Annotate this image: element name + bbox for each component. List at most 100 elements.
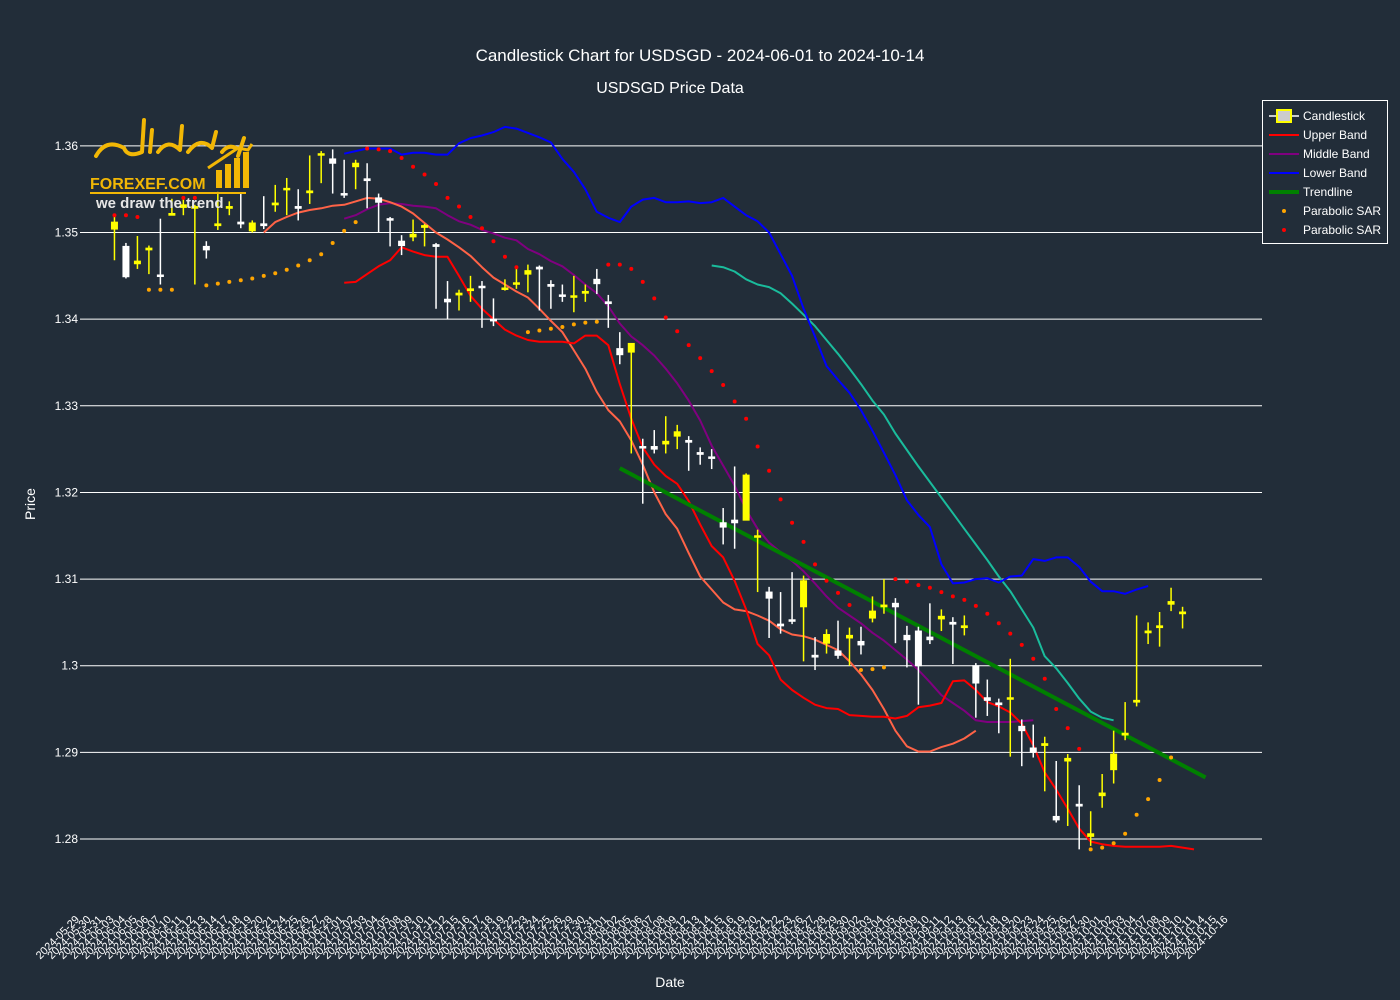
- sar-dot-above: [755, 444, 760, 449]
- sar-dot-below: [250, 276, 255, 281]
- sar-dot-below: [571, 322, 576, 327]
- sar-dot-below: [204, 283, 209, 288]
- candle-down: [926, 603, 934, 645]
- sar-dot-below: [1111, 841, 1116, 846]
- sar-dot-above: [376, 147, 381, 152]
- trendline: [618, 466, 1207, 780]
- sar-dot-below: [319, 252, 324, 257]
- legend-label: Trendline: [1303, 185, 1353, 199]
- candle-body: [478, 285, 486, 289]
- candle-down: [696, 447, 704, 465]
- legend-item: Lower Band: [1263, 164, 1387, 182]
- candle-down: [202, 241, 210, 259]
- candle-up: [466, 275, 474, 302]
- sar-dot-below: [342, 228, 347, 233]
- candle-up: [1064, 754, 1072, 826]
- candle-body: [271, 202, 279, 206]
- sar-dot-above: [135, 214, 140, 219]
- legend-label: Parabolic SAR: [1303, 204, 1382, 218]
- sar-dot-above: [192, 195, 197, 200]
- candle-up: [960, 615, 968, 636]
- y-tick-label: 1.34: [55, 312, 79, 326]
- candle-up: [524, 264, 532, 293]
- sar-dot-above: [491, 239, 496, 244]
- y-tick-label: 1.3: [61, 659, 78, 673]
- candle-down: [685, 436, 693, 471]
- candle-down: [535, 265, 543, 311]
- swatch-dot: [1282, 209, 1286, 213]
- swatch-box: [1276, 109, 1292, 123]
- candle-down: [1018, 719, 1026, 767]
- candle-body: [845, 634, 853, 639]
- candle-up: [742, 473, 750, 521]
- candle-body: [501, 287, 509, 290]
- candle-body: [340, 193, 348, 196]
- candle-body: [1110, 753, 1118, 771]
- candle-body: [455, 292, 463, 296]
- candle-up: [1087, 811, 1095, 846]
- candle-up: [662, 416, 670, 454]
- sar-dot-below: [215, 281, 220, 286]
- candle-body: [110, 221, 118, 230]
- candle-body: [248, 222, 256, 232]
- candle-body: [604, 301, 612, 305]
- y-tick-label: 1.29: [55, 745, 79, 759]
- candle-up: [1167, 587, 1175, 612]
- candle-body: [937, 615, 945, 620]
- sar-dot-below: [284, 267, 289, 272]
- sar-dot-above: [709, 369, 714, 374]
- sar-dot-above: [744, 416, 749, 421]
- candle-down: [1029, 724, 1037, 758]
- sar-dot-below: [1088, 847, 1093, 852]
- candle-body: [409, 233, 417, 238]
- sar-dot-above: [1008, 631, 1013, 636]
- candle-body: [432, 244, 440, 247]
- candle-body: [1098, 792, 1106, 797]
- sar-dot-above: [468, 214, 473, 219]
- candle-body: [317, 153, 325, 156]
- sar-dot-above: [767, 468, 772, 473]
- sar-dot-above: [1077, 746, 1082, 751]
- candle-up: [352, 159, 360, 190]
- sar-dot-above: [904, 579, 909, 584]
- candle-body: [662, 440, 670, 445]
- candle-body: [949, 621, 957, 625]
- y-tick-label: 1.36: [55, 139, 79, 153]
- sar-dot-above: [112, 213, 117, 218]
- candle-body: [1156, 625, 1164, 629]
- sar-dot-below: [1123, 831, 1128, 836]
- grid-lines: [80, 145, 1262, 840]
- candlesticks: [110, 149, 1187, 850]
- sar-dot-above: [939, 590, 944, 595]
- sar-dot-below: [583, 320, 588, 325]
- candle-body: [995, 702, 1003, 706]
- candle-body: [535, 266, 543, 270]
- candle-down: [914, 626, 922, 705]
- sar-dot-above: [663, 315, 668, 320]
- legend-item: Middle Band: [1263, 145, 1387, 163]
- candle-body: [1018, 725, 1026, 732]
- sar-dot-above: [514, 265, 519, 270]
- candle-up: [800, 575, 808, 662]
- sar-dot-above: [1042, 676, 1047, 681]
- logo-brand-text: FOREXEF.COM: [90, 176, 206, 193]
- candle-body: [891, 602, 899, 608]
- legend-item: Parabolic SAR: [1263, 221, 1387, 239]
- sar-dot-below: [1100, 845, 1105, 850]
- candle-body: [926, 636, 934, 641]
- candle-down: [386, 216, 394, 247]
- sar-dot-above: [962, 597, 967, 602]
- sar-dot-above: [617, 262, 622, 267]
- sar-dot-above: [457, 204, 462, 209]
- sar-dot-below: [1157, 778, 1162, 783]
- sar-dot-above: [181, 195, 186, 200]
- candle-body: [834, 650, 842, 656]
- candle-body: [731, 519, 739, 524]
- candle-body: [593, 278, 601, 285]
- candle-body: [237, 221, 245, 225]
- candle-body: [880, 604, 888, 608]
- sar-dot-above: [698, 356, 703, 361]
- candle-body: [306, 190, 314, 194]
- candle-up: [845, 627, 853, 666]
